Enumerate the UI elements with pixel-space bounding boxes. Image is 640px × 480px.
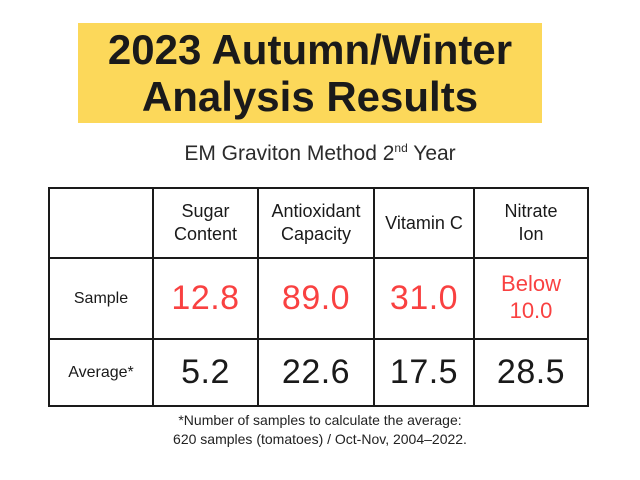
- header-sugar-content: Sugar Content: [152, 187, 259, 259]
- header-nitrate-ion: Nitrate Ion: [473, 187, 589, 259]
- header-antioxidant-capacity: Antioxidant Capacity: [257, 187, 375, 259]
- footnote-line-1: *Number of samples to calculate the aver…: [178, 412, 462, 428]
- results-table: Sugar Content Antioxidant Capacity Vitam…: [48, 187, 589, 407]
- footnote-line-2: 620 samples (tomatoes) / Oct-Nov, 2004–2…: [173, 431, 467, 447]
- subtitle-superscript: nd: [394, 141, 408, 155]
- sample-sugar-value: 12.8: [152, 257, 259, 340]
- average-sugar-value: 5.2: [152, 338, 259, 407]
- sample-row-label: Sample: [48, 257, 154, 340]
- average-row: Average* 5.2 22.6 17.5 28.5: [48, 338, 589, 407]
- average-nitrate-value: 28.5: [473, 338, 589, 407]
- header-row: Sugar Content Antioxidant Capacity Vitam…: [48, 187, 589, 259]
- average-row-label: Average*: [48, 338, 154, 407]
- average-vitamin-c-value: 17.5: [373, 338, 475, 407]
- title-banner: 2023 Autumn/Winter Analysis Results: [78, 23, 542, 123]
- title-line-1: 2023 Autumn/Winter: [107, 26, 513, 73]
- subtitle: EM Graviton Method 2nd Year: [0, 142, 640, 170]
- sample-nitrate-value: Below 10.0: [473, 257, 589, 340]
- title-line-2: Analysis Results: [141, 73, 479, 120]
- footnote: *Number of samples to calculate the aver…: [0, 411, 640, 449]
- header-vitamin-c: Vitamin C: [373, 187, 475, 259]
- subtitle-suffix: Year: [407, 142, 456, 165]
- header-empty-cell: [48, 187, 154, 259]
- sample-row: Sample 12.8 89.0 31.0 Below 10.0: [48, 257, 589, 340]
- sample-antioxidant-value: 89.0: [257, 257, 375, 340]
- average-antioxidant-value: 22.6: [257, 338, 375, 407]
- subtitle-text: EM Graviton Method 2: [184, 142, 395, 165]
- sample-vitamin-c-value: 31.0: [373, 257, 475, 340]
